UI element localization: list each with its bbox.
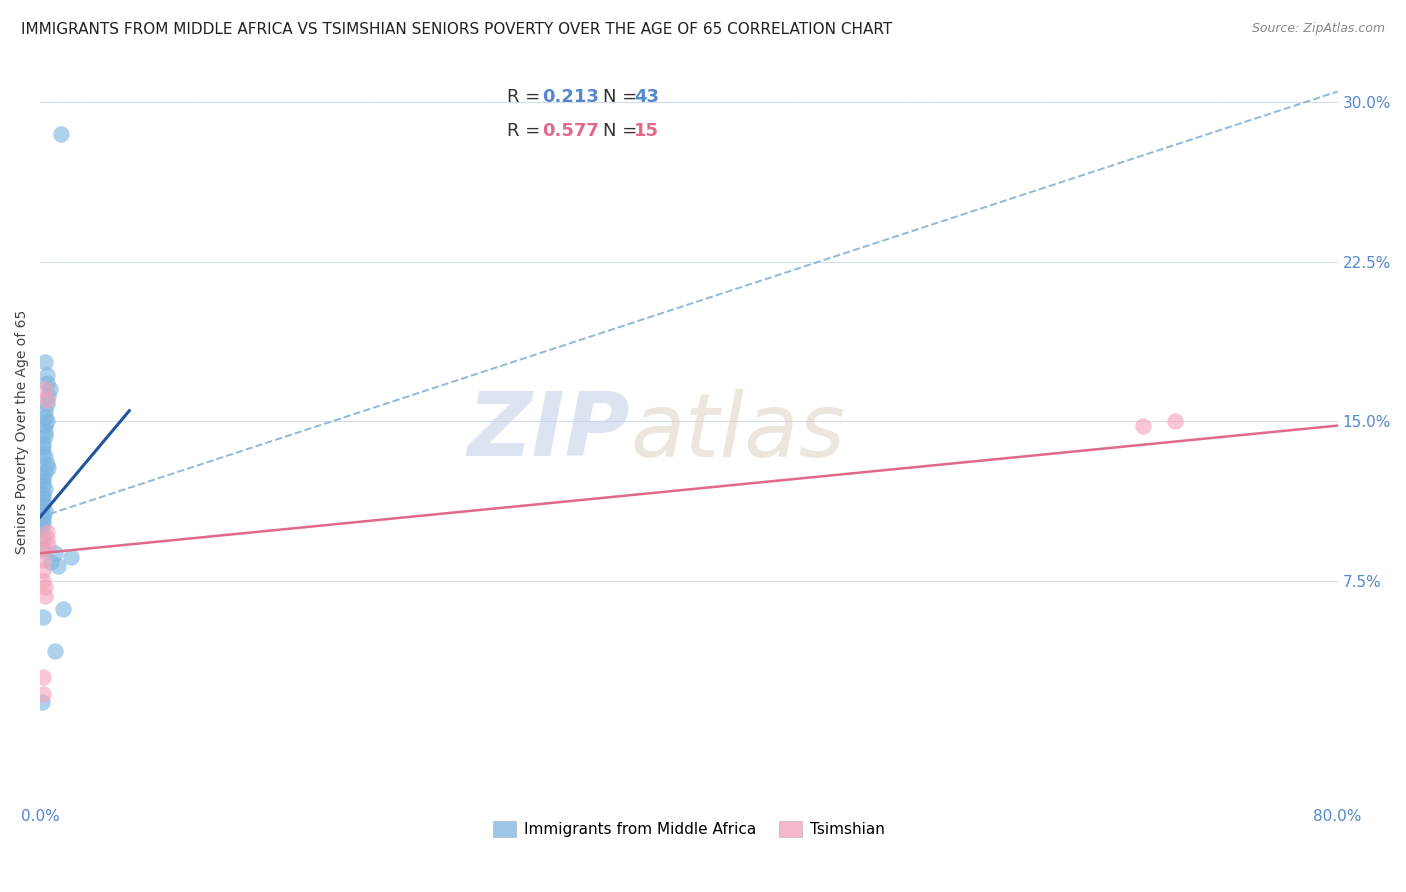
Point bbox=[32, 469, 55, 483]
Point bbox=[59, 550, 82, 565]
Point bbox=[34, 466, 56, 480]
Text: N =: N = bbox=[603, 122, 643, 140]
Legend: Immigrants from Middle Africa, Tsimshian: Immigrants from Middle Africa, Tsimshian bbox=[485, 814, 891, 845]
Point bbox=[35, 376, 58, 390]
Point bbox=[34, 483, 56, 497]
Point bbox=[35, 414, 58, 428]
Point bbox=[34, 580, 56, 594]
Point bbox=[34, 425, 56, 439]
Point bbox=[31, 541, 53, 556]
Point bbox=[32, 446, 55, 460]
Point bbox=[34, 418, 56, 433]
Point bbox=[41, 555, 63, 569]
Point bbox=[1132, 418, 1154, 433]
Point bbox=[34, 504, 56, 518]
Point bbox=[34, 410, 56, 425]
Text: Source: ZipAtlas.com: Source: ZipAtlas.com bbox=[1251, 22, 1385, 36]
Point bbox=[32, 478, 55, 492]
Point bbox=[32, 486, 55, 500]
Point bbox=[35, 524, 58, 539]
Point bbox=[34, 403, 56, 417]
Point bbox=[32, 512, 55, 526]
Point bbox=[44, 644, 66, 658]
Text: atlas: atlas bbox=[630, 389, 845, 475]
Point bbox=[34, 450, 56, 465]
Point bbox=[32, 610, 55, 624]
Point bbox=[34, 589, 56, 603]
Point bbox=[32, 532, 55, 546]
Point bbox=[37, 389, 59, 403]
Point bbox=[32, 508, 55, 522]
Point bbox=[32, 563, 55, 577]
Point bbox=[35, 392, 58, 407]
Point bbox=[32, 670, 55, 684]
Point bbox=[1164, 414, 1187, 428]
Text: 43: 43 bbox=[634, 88, 659, 106]
Text: 0.577: 0.577 bbox=[543, 122, 599, 140]
Point bbox=[51, 127, 73, 141]
Y-axis label: Seniors Poverty Over the Age of 65: Seniors Poverty Over the Age of 65 bbox=[15, 310, 30, 554]
Point bbox=[35, 457, 58, 471]
Point bbox=[34, 429, 56, 443]
Point bbox=[37, 538, 59, 552]
Point bbox=[32, 574, 55, 588]
Point bbox=[32, 500, 55, 514]
Point bbox=[32, 516, 55, 531]
Point bbox=[32, 440, 55, 454]
Point bbox=[37, 461, 59, 475]
Point bbox=[32, 491, 55, 505]
Text: R =: R = bbox=[508, 122, 546, 140]
Point bbox=[46, 559, 69, 574]
Point bbox=[31, 521, 53, 535]
Point bbox=[32, 552, 55, 566]
Text: R =: R = bbox=[508, 88, 546, 106]
Point bbox=[32, 687, 55, 701]
Point bbox=[31, 695, 53, 709]
Point bbox=[44, 546, 66, 560]
Text: N =: N = bbox=[603, 88, 643, 106]
Point bbox=[34, 383, 56, 397]
Point bbox=[35, 368, 58, 382]
Point bbox=[34, 355, 56, 369]
Point bbox=[52, 601, 75, 615]
Point bbox=[38, 383, 60, 397]
Text: IMMIGRANTS FROM MIDDLE AFRICA VS TSIMSHIAN SENIORS POVERTY OVER THE AGE OF 65 CO: IMMIGRANTS FROM MIDDLE AFRICA VS TSIMSHI… bbox=[21, 22, 893, 37]
Text: ZIP: ZIP bbox=[468, 388, 630, 475]
Text: 0.213: 0.213 bbox=[543, 88, 599, 106]
Point bbox=[32, 541, 55, 556]
Point bbox=[35, 397, 58, 411]
Point bbox=[32, 474, 55, 488]
Point bbox=[32, 495, 55, 509]
Point bbox=[35, 532, 58, 546]
Point bbox=[32, 435, 55, 450]
Text: 15: 15 bbox=[634, 122, 659, 140]
